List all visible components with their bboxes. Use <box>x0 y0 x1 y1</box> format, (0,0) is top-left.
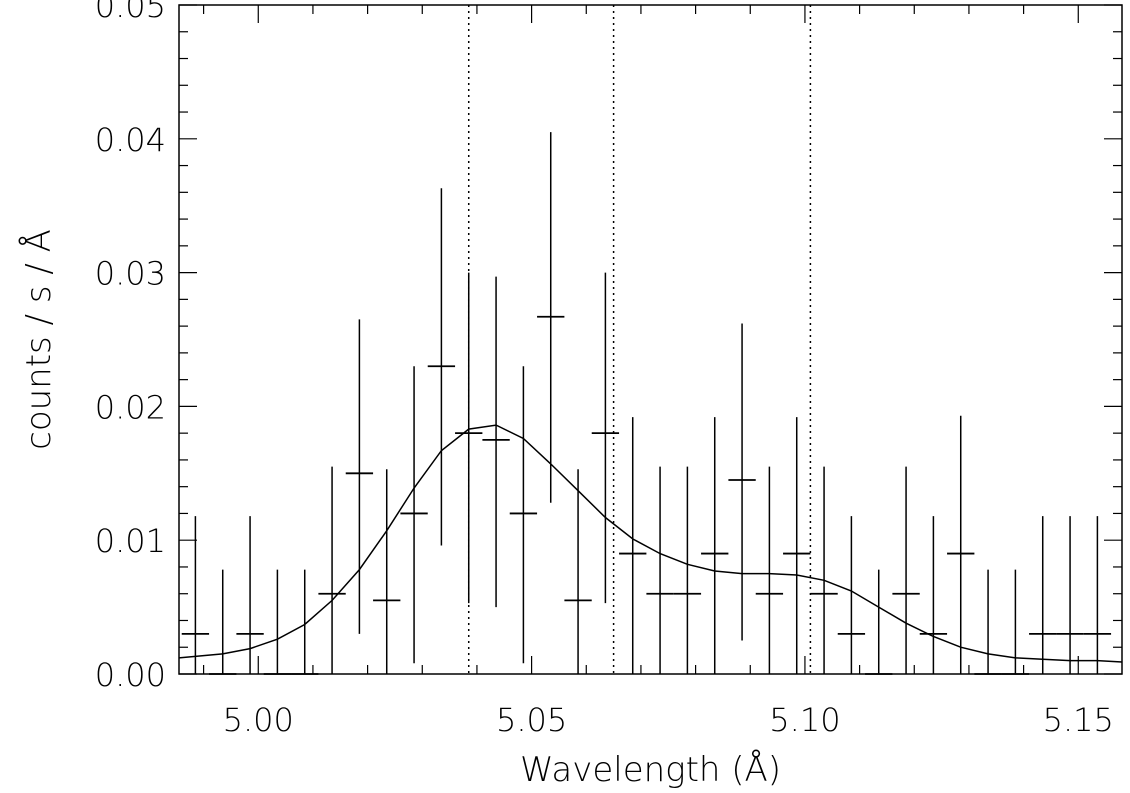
plot-border <box>178 4 1123 675</box>
data-point <box>810 466 838 674</box>
data-point <box>427 188 456 546</box>
y-tick-label: 0.03 <box>95 255 166 293</box>
data-point <box>755 466 784 674</box>
data-point <box>646 466 674 674</box>
y-tick-label: 0.00 <box>95 656 166 694</box>
data-point <box>1001 569 1030 675</box>
data-point <box>591 272 620 604</box>
data-point <box>892 466 920 674</box>
y-tick-label: 0.01 <box>95 522 166 560</box>
data-point <box>837 516 866 674</box>
data-point <box>181 516 210 674</box>
data-point <box>619 417 647 674</box>
x-tick-label: 5.15 <box>1043 701 1114 739</box>
data-point <box>345 319 374 634</box>
data-point <box>701 417 729 674</box>
data-point <box>974 569 1002 675</box>
axis-ticks <box>179 4 1122 675</box>
data-point <box>1056 516 1084 674</box>
data-point <box>482 276 510 608</box>
data-point <box>865 569 893 675</box>
x-tick-label: 5.05 <box>496 701 567 739</box>
x-tick-label: 5.10 <box>769 701 840 739</box>
data-point <box>537 132 565 503</box>
data-point <box>673 466 702 674</box>
model-curve <box>178 424 1123 663</box>
data-point <box>373 469 401 674</box>
data-point <box>263 569 292 675</box>
y-axis-label: counts / s / Å <box>19 229 59 450</box>
data-point <box>291 569 319 675</box>
data-points <box>181 132 1112 675</box>
data-point <box>209 569 237 675</box>
data-point <box>947 415 975 674</box>
model-curve-group <box>178 424 1123 663</box>
x-tick-label: 5.00 <box>223 701 294 739</box>
data-point <box>318 466 346 674</box>
data-point <box>783 417 811 674</box>
data-point <box>919 516 948 674</box>
data-point <box>728 323 756 641</box>
y-tick-label: 0.02 <box>95 388 166 426</box>
data-point <box>236 516 264 674</box>
data-point <box>1083 516 1112 674</box>
x-axis-label: Wavelength (Å) <box>520 750 781 790</box>
plot-frame <box>178 4 1123 675</box>
data-point <box>400 366 428 664</box>
y-tick-label: 0.05 <box>95 0 166 25</box>
tick-labels: 5.00 5.05 5.10 5.15 0.00 0.01 0.02 0.03 0.04 0.05 <box>95 0 1114 739</box>
data-point <box>509 366 538 664</box>
data-point <box>564 469 592 674</box>
data-point <box>1029 516 1057 674</box>
y-tick-label: 0.04 <box>95 121 166 159</box>
data-point <box>455 272 483 604</box>
